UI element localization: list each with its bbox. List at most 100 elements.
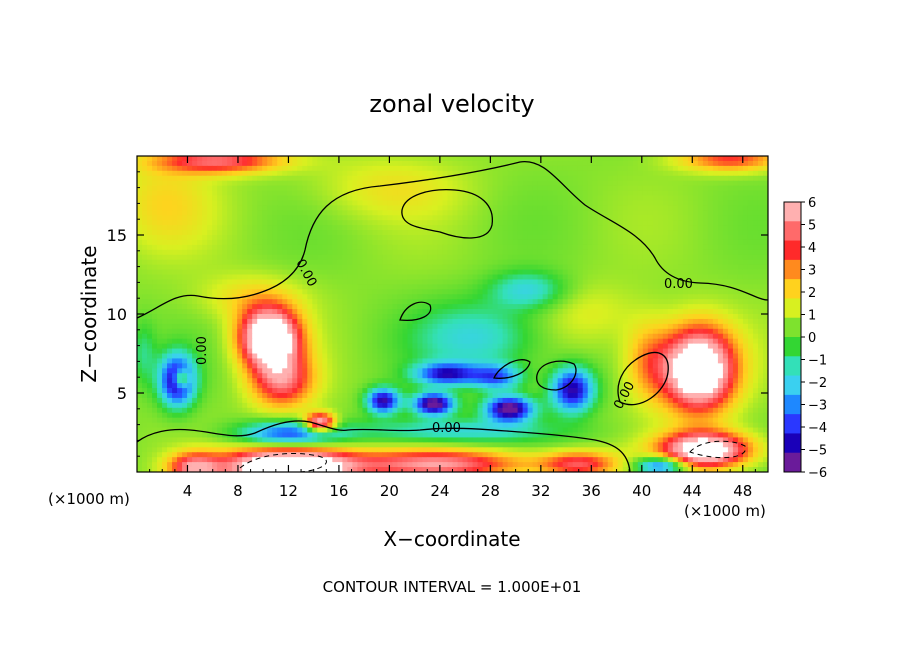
heatmap-cell bbox=[312, 175, 318, 182]
heatmap-cell bbox=[247, 333, 253, 340]
heatmap-cell bbox=[712, 264, 719, 271]
heatmap-cell bbox=[472, 185, 479, 192]
heatmap-cell bbox=[717, 190, 724, 197]
heatmap-cell bbox=[327, 323, 333, 330]
heatmap-cell bbox=[597, 160, 604, 167]
heatmap-cell bbox=[182, 180, 188, 187]
heatmap-cell bbox=[562, 215, 569, 221]
heatmap-cell bbox=[532, 348, 539, 355]
heatmap-cell bbox=[347, 254, 353, 261]
heatmap-cell bbox=[377, 279, 383, 285]
heatmap-cell bbox=[552, 175, 559, 182]
heatmap-cell bbox=[737, 170, 744, 177]
heatmap-cell bbox=[567, 165, 574, 172]
heatmap-cell bbox=[642, 239, 649, 246]
heatmap-cell bbox=[502, 185, 509, 192]
heatmap-cell bbox=[267, 284, 273, 290]
heatmap-cell bbox=[272, 175, 278, 182]
heatmap-cell bbox=[422, 249, 429, 256]
heatmap-cell bbox=[602, 314, 609, 320]
heatmap-cell bbox=[742, 225, 749, 231]
heatmap-cell bbox=[737, 180, 744, 187]
heatmap-cell bbox=[232, 180, 238, 187]
heatmap-cell bbox=[597, 205, 604, 211]
heatmap-cell bbox=[567, 225, 574, 231]
heatmap-cell bbox=[742, 274, 749, 281]
heatmap-cell bbox=[442, 289, 449, 295]
heatmap-cell bbox=[137, 185, 143, 192]
heatmap-cell bbox=[387, 156, 394, 162]
heatmap-cell bbox=[502, 294, 509, 300]
heatmap-cell bbox=[722, 333, 729, 340]
heatmap-cell bbox=[142, 338, 148, 345]
heatmap-cell bbox=[517, 244, 524, 251]
heatmap-cell bbox=[467, 210, 474, 216]
heatmap-cell bbox=[322, 318, 328, 325]
heatmap-cell bbox=[397, 170, 404, 177]
heatmap-cell bbox=[642, 195, 649, 202]
heatmap-cell bbox=[622, 269, 629, 276]
heatmap-cell bbox=[247, 328, 253, 335]
heatmap-cell bbox=[442, 259, 449, 266]
heatmap-cell bbox=[427, 244, 434, 251]
heatmap-cell bbox=[382, 190, 388, 197]
heatmap-cell bbox=[617, 156, 624, 162]
heatmap-cell bbox=[487, 274, 494, 281]
heatmap-cell bbox=[177, 195, 183, 202]
heatmap-cell bbox=[292, 338, 298, 345]
heatmap-cell bbox=[567, 160, 574, 167]
heatmap-cell bbox=[317, 195, 323, 202]
heatmap-cell bbox=[477, 160, 484, 167]
heatmap-cell bbox=[497, 239, 504, 246]
heatmap-cell bbox=[522, 343, 529, 350]
heatmap-cell bbox=[492, 170, 499, 177]
heatmap-cell bbox=[597, 200, 604, 206]
heatmap-cell bbox=[347, 338, 353, 345]
heatmap-cell bbox=[187, 205, 193, 211]
heatmap-cell bbox=[157, 180, 163, 187]
heatmap-cell bbox=[412, 328, 419, 335]
heatmap-cell bbox=[237, 195, 243, 202]
heatmap-cell bbox=[247, 274, 253, 281]
heatmap-cell bbox=[742, 338, 749, 345]
heatmap-cell bbox=[317, 160, 323, 167]
heatmap-cell bbox=[722, 279, 729, 285]
heatmap-cell bbox=[462, 304, 469, 310]
heatmap-cell bbox=[567, 304, 574, 310]
heatmap-cell bbox=[682, 318, 689, 325]
heatmap-cell bbox=[607, 333, 614, 340]
heatmap-cell bbox=[247, 323, 253, 330]
heatmap-cell bbox=[667, 190, 674, 197]
heatmap-cell bbox=[532, 249, 539, 256]
heatmap-cell bbox=[437, 348, 444, 355]
heatmap-cell bbox=[487, 318, 494, 325]
heatmap-cell bbox=[562, 279, 569, 285]
heatmap-cell bbox=[292, 299, 298, 305]
heatmap-cell bbox=[717, 249, 724, 256]
heatmap-cell bbox=[467, 165, 474, 172]
heatmap-cell bbox=[212, 259, 218, 266]
heatmap-cell bbox=[407, 274, 414, 281]
heatmap-cell bbox=[572, 249, 579, 256]
heatmap-cell bbox=[252, 299, 258, 305]
heatmap-cell bbox=[552, 323, 559, 330]
heatmap-cell bbox=[622, 190, 629, 197]
heatmap-cell bbox=[362, 323, 368, 330]
heatmap-cell bbox=[557, 299, 564, 305]
heatmap-cell bbox=[637, 235, 644, 241]
heatmap-cell bbox=[357, 274, 363, 281]
heatmap-cell bbox=[257, 314, 263, 320]
heatmap-cell bbox=[557, 160, 564, 167]
heatmap-cell bbox=[252, 200, 258, 206]
heatmap-cell bbox=[302, 225, 308, 231]
heatmap-cell bbox=[167, 323, 173, 330]
heatmap-cell bbox=[722, 318, 729, 325]
heatmap-cell bbox=[567, 279, 574, 285]
heatmap-cell bbox=[152, 328, 158, 335]
heatmap-cell bbox=[147, 269, 153, 276]
heatmap-cell bbox=[182, 338, 188, 345]
heatmap-cell bbox=[497, 333, 504, 340]
heatmap-cell bbox=[427, 180, 434, 187]
heatmap-cell bbox=[192, 200, 198, 206]
heatmap-cell bbox=[522, 254, 529, 261]
